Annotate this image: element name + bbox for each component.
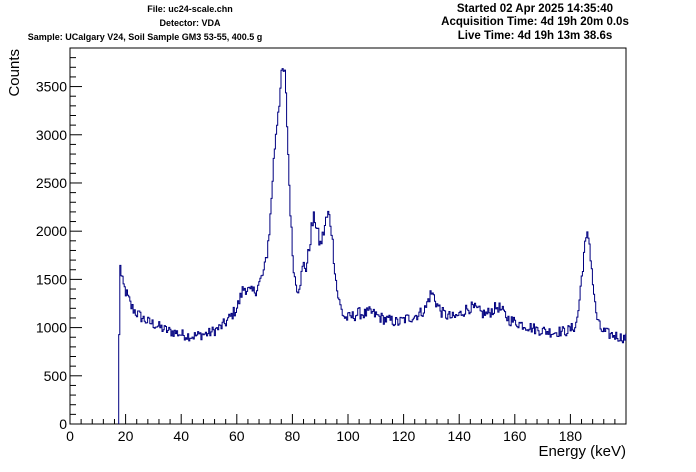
x-tick-label: 100 (336, 428, 360, 444)
x-axis-title: Energy (keV) (538, 443, 626, 460)
x-tick-label: 140 (448, 428, 472, 444)
y-tick-label: 1500 (36, 271, 67, 287)
x-tick-label: 80 (285, 428, 301, 444)
detector-label: Detector: VDA (159, 18, 221, 28)
acquisition-time-label: Acquisition Time: 4d 19h 20m 0.0s (441, 16, 629, 28)
x-tick-label: 160 (503, 428, 527, 444)
y-tick-label: 2500 (36, 175, 67, 191)
y-tick-label: 2000 (36, 223, 67, 239)
x-tick-label: 20 (118, 428, 134, 444)
x-tick-label: 40 (173, 428, 189, 444)
file-label: File: uc24-scale.chn (147, 4, 233, 14)
y-tick-label: 500 (44, 368, 68, 384)
x-tick-label: 180 (559, 428, 583, 444)
spectrum-line (118, 68, 627, 424)
axes: 0 20 40 60 80 100 120 140 160 180 0 500 1000 1500 2000… (36, 47, 627, 444)
x-tick-label: 120 (392, 428, 416, 444)
plot-frame (69, 47, 627, 425)
y-tick-label: 0 (59, 416, 67, 432)
x-tick-label: 0 (66, 428, 74, 444)
started-label: Started 02 Apr 2025 14:35:40 (456, 3, 614, 15)
y-tick-label: 1000 (36, 320, 67, 336)
y-axis-title: Counts (6, 49, 23, 97)
live-time-label: Live Time: 4d 19h 13m 38.6s (457, 30, 613, 42)
sample-label: Sample: UCalgary V24, Soil Sample GM3 53… (27, 32, 263, 42)
y-tick-label: 3500 (36, 79, 67, 95)
x-tick-label: 60 (229, 428, 245, 444)
y-tick-label: 3000 (36, 127, 67, 143)
